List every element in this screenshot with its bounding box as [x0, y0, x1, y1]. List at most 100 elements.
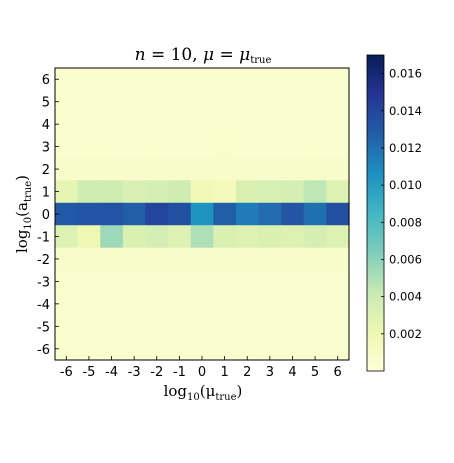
heatmap-cell [77, 157, 101, 181]
heatmap-cell [122, 315, 147, 339]
y-tick-label: -4 [37, 298, 50, 313]
heatmap-cell [235, 135, 260, 159]
heatmap-cell [77, 135, 101, 159]
heatmap-cell [122, 112, 147, 136]
heatmap-cell [122, 225, 147, 249]
heatmap-cell [281, 157, 305, 181]
heatmap-cell [281, 315, 305, 339]
colorbar [366, 54, 385, 372]
heatmap-cell [100, 157, 124, 181]
heatmap-cell [235, 315, 260, 339]
heatmap-cell [281, 90, 305, 114]
heatmap-cell [258, 247, 282, 271]
heatmap-cell [55, 90, 79, 114]
heatmap-cell [77, 90, 101, 114]
x-tick-label: -6 [60, 365, 73, 380]
heatmap-cell [100, 225, 124, 249]
heatmap-cell [326, 202, 350, 226]
heatmap-cell [55, 112, 79, 136]
heatmap-cell [55, 202, 79, 226]
heatmap-cell [145, 202, 169, 226]
heatmap-cell [145, 270, 169, 294]
heatmap-cell [122, 157, 147, 181]
heatmap-cell [303, 202, 327, 226]
heatmap-cell [326, 135, 350, 159]
colorbar-tick-label: 0.014 [389, 104, 422, 118]
heatmap-cell [55, 247, 79, 271]
heatmap-cell [213, 270, 237, 294]
heatmap-cell [213, 157, 237, 181]
heatmap-cell [303, 247, 327, 271]
heatmap-cell [122, 135, 147, 159]
colorbar-ticks: 0.002 0.004 0.006 0.008 0.010 0.012 0.014 0.016 [381, 67, 422, 341]
heatmap-cell [122, 180, 147, 204]
heatmap-cell [168, 68, 192, 92]
heatmap-cell [100, 90, 124, 114]
heatmap-cell [258, 292, 282, 316]
heatmap-cell [213, 315, 237, 339]
heatmap-cell [326, 90, 350, 114]
heatmap-cell [258, 180, 282, 204]
y-tick-label: 2 [42, 163, 50, 178]
x-tick-label: -3 [128, 365, 141, 380]
heatmap-cell [168, 157, 192, 181]
heatmap-cell [168, 135, 192, 159]
x-tick-label: 1 [220, 365, 228, 380]
heatmap-cell [235, 68, 260, 92]
heatmap-cell [281, 202, 305, 226]
heatmap-cell [100, 135, 124, 159]
heatmap-cell [281, 225, 305, 249]
heatmap-cell [303, 112, 327, 136]
x-tick-label: 0 [198, 365, 206, 380]
y-tick-label: -2 [37, 253, 50, 268]
heatmap-cell [281, 180, 305, 204]
heatmap-cell [213, 135, 237, 159]
heatmap-cell [258, 135, 282, 159]
y-tick-label: 0 [42, 208, 50, 223]
heatmap-cell [235, 202, 260, 226]
heatmap-cell [145, 225, 169, 249]
heatmap-cell [77, 315, 101, 339]
heatmap-cell [100, 337, 124, 361]
x-tick-label: 5 [311, 365, 319, 380]
x-tick-label: -4 [105, 365, 118, 380]
heatmap-cell [213, 337, 237, 361]
heatmap-cell [235, 270, 260, 294]
x-tick-label: 2 [243, 365, 251, 380]
heatmap-cell [213, 180, 237, 204]
heatmap-cell [281, 270, 305, 294]
heatmap-cell [281, 337, 305, 361]
heatmap-cell [326, 180, 350, 204]
heatmap-cell [281, 112, 305, 136]
heatmap-cell [258, 90, 282, 114]
heatmap-cell [145, 68, 169, 92]
heatmap-cell [168, 112, 192, 136]
heatmap-cell [122, 292, 147, 316]
y-tick-label: 5 [42, 96, 50, 111]
heatmap-cell [190, 112, 214, 136]
heatmap-cell [326, 225, 350, 249]
heatmap-cell [258, 112, 282, 136]
colorbar-tick-label: 0.004 [389, 290, 422, 304]
heatmap-cell [303, 135, 327, 159]
heatmap-cell [258, 270, 282, 294]
x-tick-label: 3 [266, 365, 274, 380]
heatmap-cell [168, 180, 192, 204]
heatmap-cell [326, 247, 350, 271]
colorbar-tick-label: 0.012 [389, 141, 422, 155]
heatmap-cell [55, 180, 79, 204]
heatmap-cell [326, 270, 350, 294]
heatmap-cell [100, 247, 124, 271]
heatmap-cell [213, 112, 237, 136]
heatmap-cell [100, 202, 124, 226]
heatmap-cell [145, 90, 169, 114]
x-tick-label: 6 [334, 365, 342, 380]
heatmap-cell [168, 202, 192, 226]
heatmap-cell [303, 68, 327, 92]
heatmap-cell [190, 315, 214, 339]
heatmap-cell [303, 337, 327, 361]
y-tick-label: -1 [37, 230, 50, 245]
heatmap-cell [122, 270, 147, 294]
heatmap-cell [190, 225, 214, 249]
